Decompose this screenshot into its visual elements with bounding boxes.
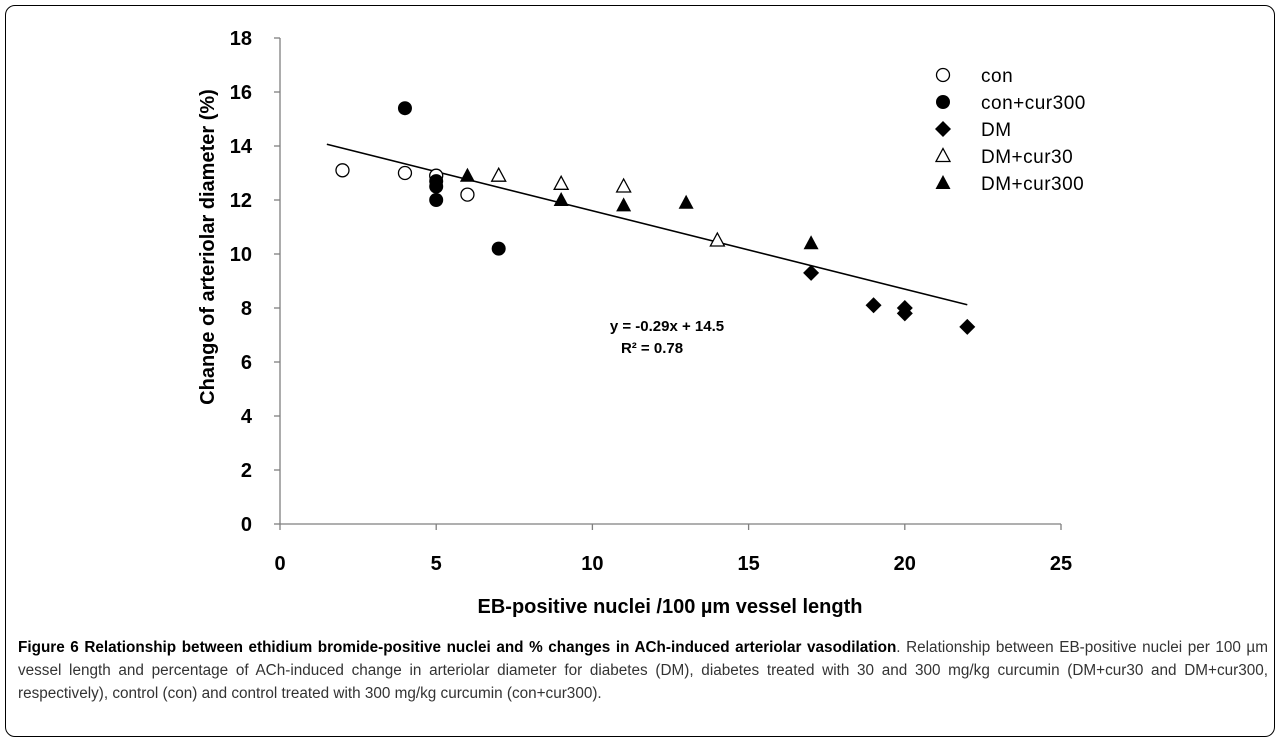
series-dm-cur30 (490, 166, 726, 247)
caption-title: Figure 6 Relationship between ethidium b… (18, 639, 897, 656)
data-point (397, 165, 413, 181)
trendline (326, 143, 968, 306)
y-tick-label: 0 (241, 514, 252, 536)
legend-marker (935, 175, 951, 189)
data-point (429, 179, 444, 194)
data-point (678, 194, 694, 209)
y-tick-label: 16 (230, 82, 252, 104)
legend-label: con (981, 66, 1013, 87)
scatter-chart: 0 2 4 6 8 10 12 14 16 18 0 5 10 15 20 25 con con+cur300 D… (197, 28, 1086, 618)
data-point (429, 193, 444, 207)
r-squared-annotation: R² = 0.78 (621, 340, 683, 357)
series-con (335, 163, 475, 202)
data-point (553, 192, 569, 206)
data-point (615, 177, 632, 193)
y-tick-label: 8 (241, 298, 252, 320)
data-point (553, 174, 570, 190)
data-point (803, 235, 819, 250)
data-point (896, 305, 913, 322)
legend-marker (936, 95, 950, 109)
legend-label: con+cur300 (981, 93, 1086, 114)
x-axis-title: EB-positive nuclei /100 µm vessel length (478, 596, 863, 618)
data-point (865, 297, 882, 314)
data-point (709, 231, 726, 247)
legend: con con+cur300 DM DM+cur30 DM+cur300 (934, 66, 1086, 195)
caption-body: . Relationship between EB-positive nucle… (18, 639, 1268, 702)
data-point (335, 163, 350, 178)
data-point (959, 318, 976, 335)
y-tick-label: 12 (230, 190, 252, 212)
y-tick-label: 14 (230, 136, 253, 158)
x-tick-label: 10 (581, 553, 603, 575)
x-tick-label: 25 (1050, 553, 1072, 575)
data-point (459, 167, 475, 182)
x-tick-label: 5 (431, 553, 442, 575)
equation-annotation: y = -0.29x + 14.5 (610, 318, 724, 335)
y-tick-label: 10 (230, 244, 252, 266)
data-point (491, 241, 506, 256)
x-tick-label: 0 (274, 553, 285, 575)
legend-label: DM+cur300 (981, 174, 1084, 195)
legend-marker (934, 147, 952, 163)
series-con-cur300 (397, 101, 506, 256)
series-dm-cur300 (459, 167, 819, 250)
series-dm (803, 264, 976, 335)
y-tick-label: 6 (241, 352, 252, 374)
figure-caption: Figure 6 Relationship between ethidium b… (18, 636, 1268, 705)
data-points (335, 101, 976, 335)
data-point (616, 197, 632, 212)
legend-marker (935, 121, 951, 137)
y-axis-title: Change of arteriolar diameter (%) (197, 89, 219, 405)
y-tick-label: 18 (230, 28, 252, 50)
legend-label: DM+cur30 (981, 147, 1073, 168)
x-tick-label: 15 (737, 553, 759, 575)
data-point (397, 101, 412, 116)
legend-label: DM (981, 120, 1012, 141)
x-tick-label: 20 (894, 553, 916, 575)
figure-frame (5, 5, 1275, 737)
legend-marker (935, 67, 951, 83)
data-point (460, 187, 475, 202)
data-point (803, 264, 820, 281)
data-point (490, 166, 507, 182)
trendline-path (326, 143, 968, 306)
axes: 0 2 4 6 8 10 12 14 16 18 0 5 10 15 20 25 (230, 28, 1072, 575)
y-tick-label: 4 (241, 406, 253, 428)
y-tick-label: 2 (241, 460, 252, 482)
